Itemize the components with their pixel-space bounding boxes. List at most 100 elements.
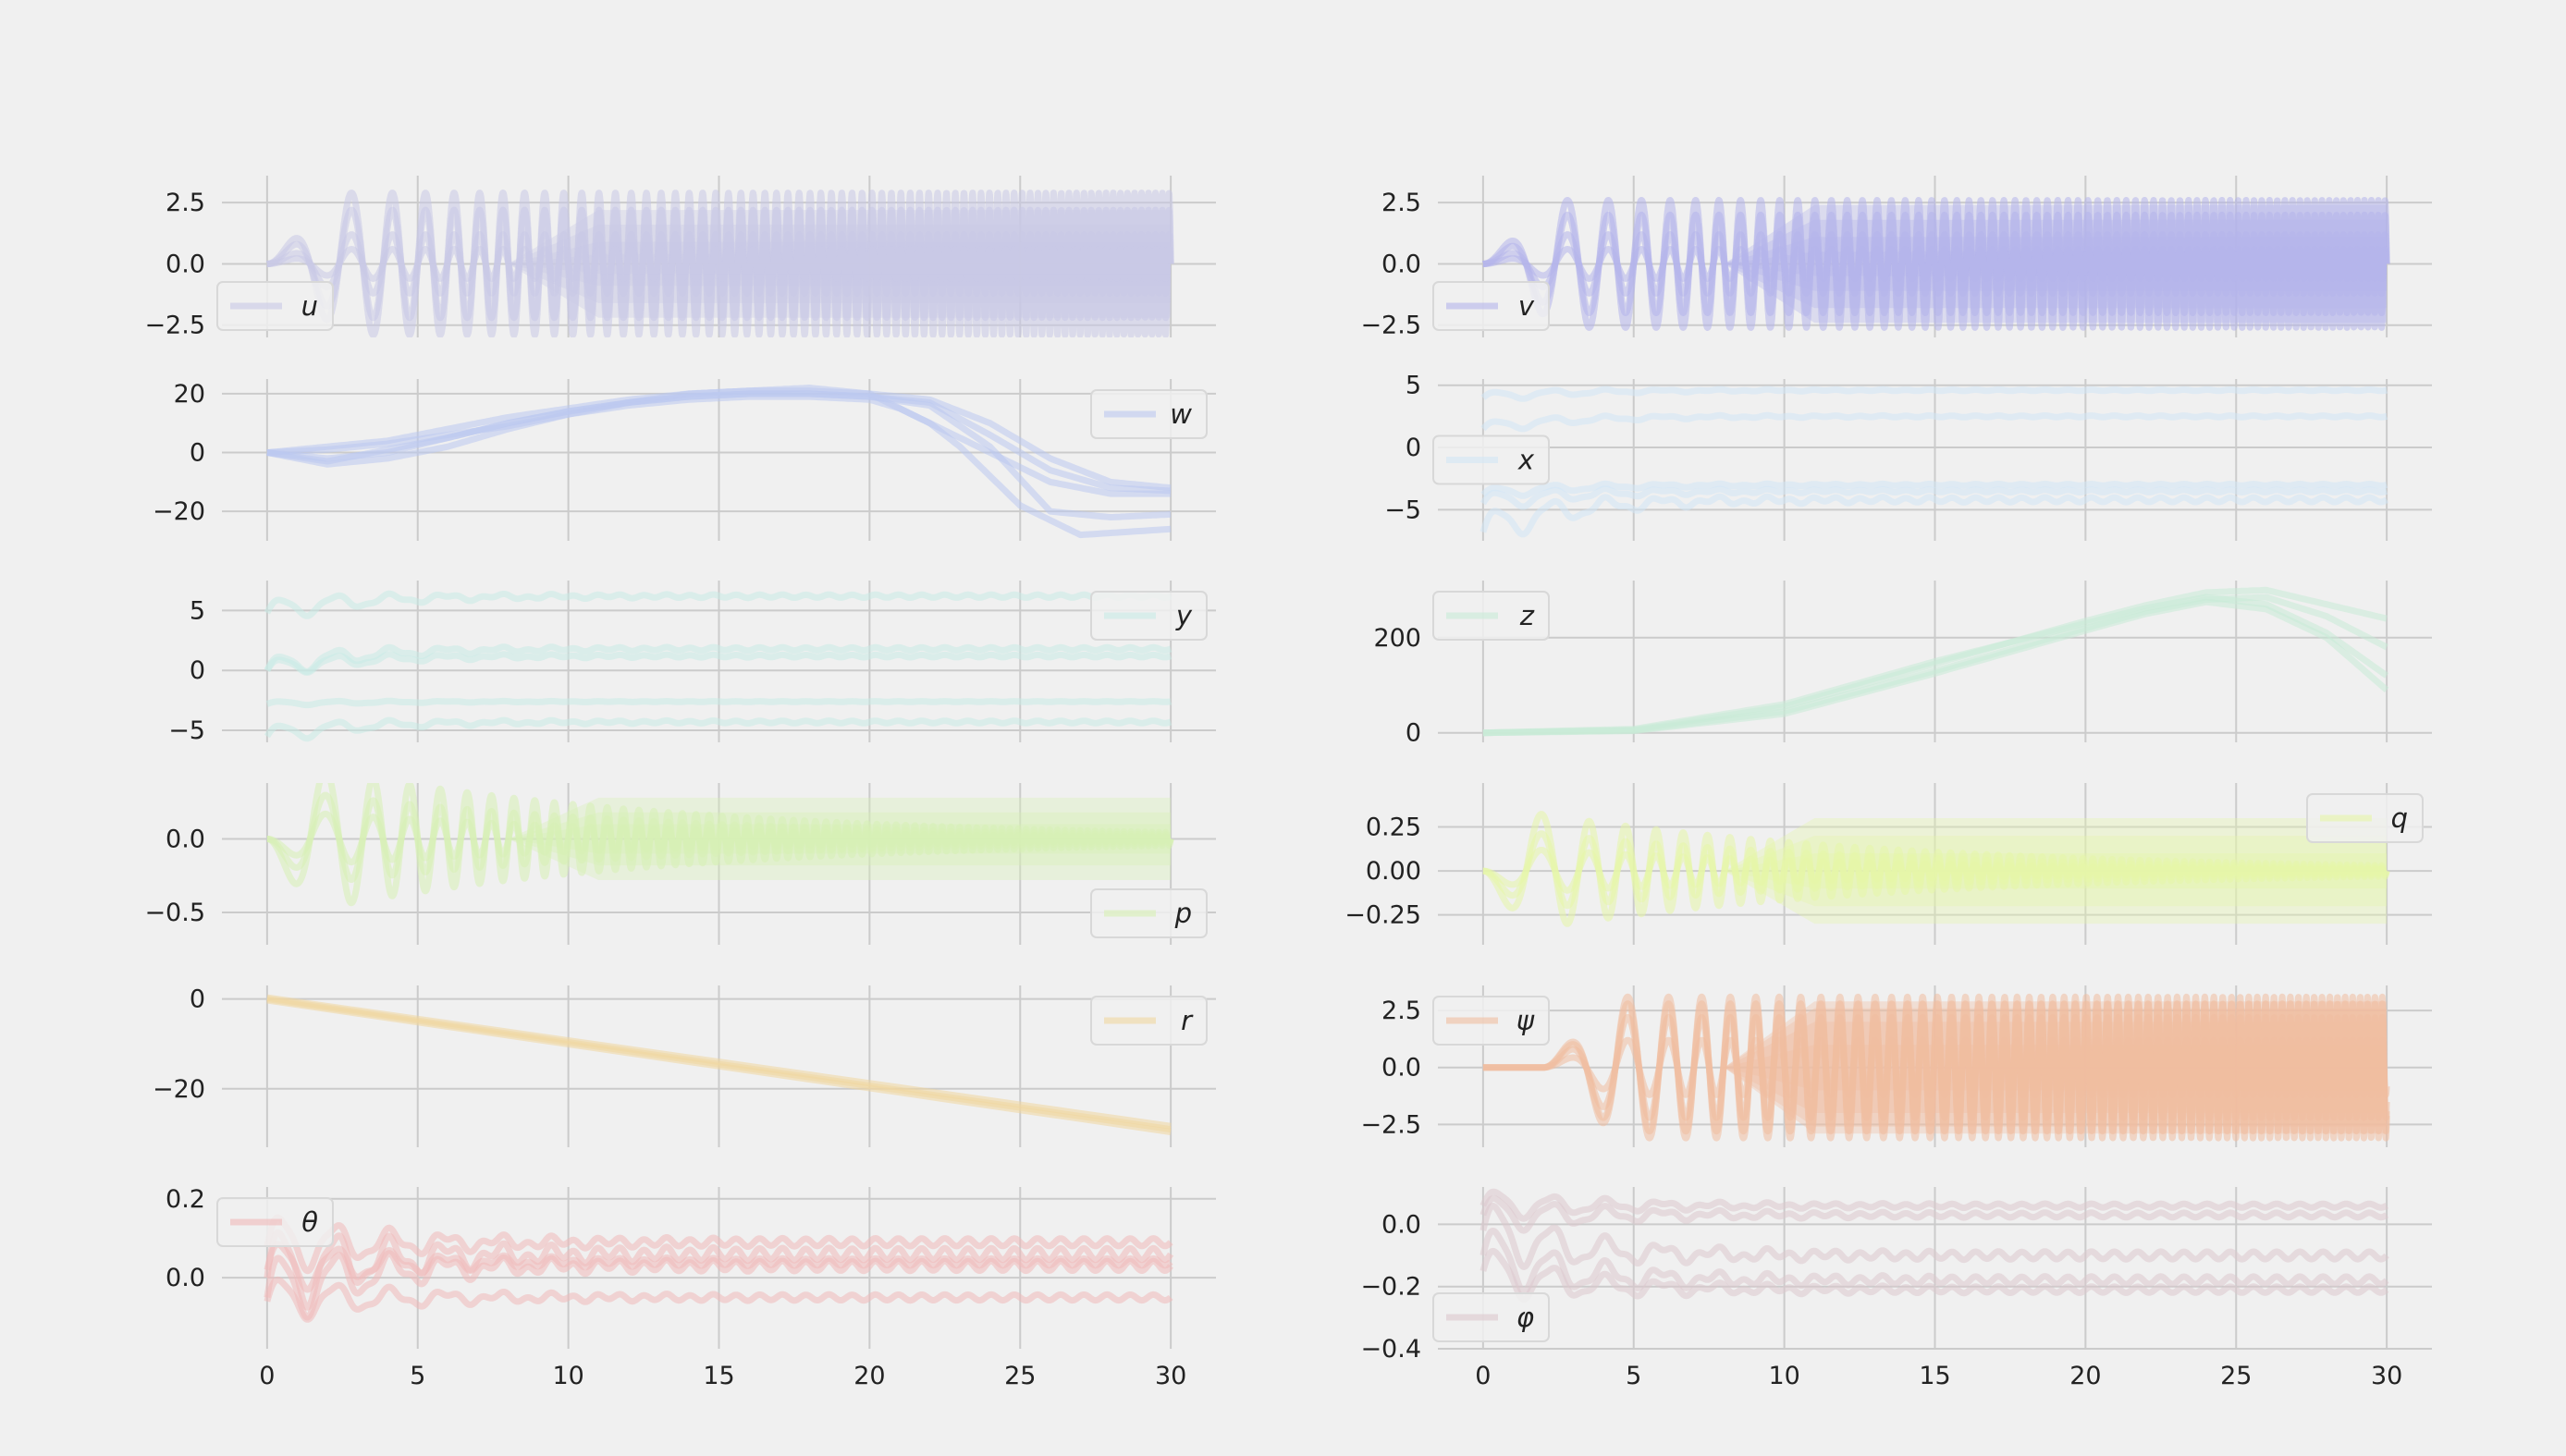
x-tick-label: 10 [552, 1362, 583, 1390]
y-tick-label: −20 [153, 1075, 205, 1104]
legend: v [1432, 281, 1550, 331]
series-line-2 [1479, 411, 2390, 433]
x-tick-label: 0 [259, 1362, 275, 1390]
y-tick-label: 0.0 [1381, 1054, 1421, 1083]
y-tick-label: 2.5 [1381, 189, 1421, 217]
y-tick-label: 2.5 [1381, 997, 1421, 1025]
series-group [1479, 993, 2390, 1142]
x-tick-label: 25 [1004, 1362, 1036, 1390]
legend: r [1090, 996, 1208, 1046]
subplot-12: 0.0 −0.2 −0.4 0 5 10 15 20 25 30 φ [1360, 1187, 2432, 1390]
subplot-4: 5 0 −5 x [1384, 372, 2432, 541]
x-tick-label: 30 [2371, 1362, 2402, 1390]
series-line-4 [1482, 598, 2389, 737]
legend-label: u [301, 290, 318, 322]
series-group [1479, 1188, 2390, 1303]
series-line-2 [264, 651, 1174, 676]
series-line-3 [1479, 485, 2390, 510]
series-line-4 [1479, 1036, 2390, 1098]
y-tick-label: 0.25 [1366, 814, 1421, 842]
subplot-8: 0.25 0.00 −0.25 q [1344, 783, 2432, 945]
series-line-4 [1479, 493, 2390, 538]
subplot-3: 20 0 −20 w [153, 379, 1216, 541]
legend: w [1090, 389, 1208, 439]
legend: ψ [1432, 996, 1550, 1046]
x-tick-label: 15 [1919, 1362, 1950, 1390]
y-tick-label: 0.00 [1366, 857, 1421, 886]
series-line-4 [264, 246, 1174, 282]
legend-label: φ [1516, 1302, 1534, 1333]
x-tick-label: 5 [1626, 1362, 1641, 1390]
series-line-5 [264, 716, 1174, 742]
y-tick-label: 0.2 [166, 1185, 205, 1214]
subplot-6: 200 0 z [1373, 581, 2432, 748]
y-tick-label: 0.0 [1381, 250, 1421, 278]
legend: φ [1432, 1292, 1550, 1342]
subplot-grid: 2.50.0−2.5u2.50.0−2.5v200−20w50−5x50−5y2… [144, 176, 2432, 1390]
y-tick-label: 0.0 [166, 825, 205, 853]
x-tick-label: 0 [1475, 1362, 1491, 1390]
series-line-1 [1479, 1188, 2390, 1222]
legend-label: θ [301, 1206, 318, 1238]
series-line-5 [1479, 1247, 2390, 1303]
y-tick-label: 0.0 [1381, 1210, 1421, 1239]
legend: z [1432, 591, 1550, 641]
legend: p [1090, 888, 1208, 938]
y-tick-label: 200 [1373, 624, 1421, 653]
y-tick-label: 0 [190, 656, 205, 685]
x-tick-label: 20 [2069, 1362, 2101, 1390]
legend: q [2306, 793, 2424, 843]
series-group [266, 994, 1172, 1135]
subplot-5: 5 0 −5 y [168, 581, 1216, 745]
legend-label: z [1519, 600, 1535, 631]
series-group [266, 385, 1172, 539]
y-tick-label: 5 [1406, 372, 1421, 400]
legend-label: w [1170, 398, 1192, 430]
x-tick-label: 30 [1155, 1362, 1186, 1390]
series-group [1479, 385, 2390, 538]
x-tick-label: 15 [703, 1362, 734, 1390]
y-tick-label: 2.5 [166, 189, 205, 217]
subplot-10: 2.5 0.0 −2.5 ψ [1360, 985, 2432, 1147]
y-tick-label: −2.5 [144, 312, 205, 340]
legend-label: ψ [1516, 1005, 1535, 1036]
series-group [264, 783, 1174, 907]
legend-label: x [1517, 445, 1535, 476]
series-group [264, 190, 1174, 337]
y-tick-label: 0 [1406, 434, 1421, 462]
legend-label: p [1174, 898, 1192, 929]
series-line-5 [1479, 480, 2390, 499]
subplot-7: 0.0 −0.5 p [144, 783, 1216, 945]
y-tick-label: 0.0 [166, 250, 205, 278]
y-tick-label: −0.4 [1360, 1335, 1421, 1364]
series-line-1 [264, 590, 1174, 619]
y-tick-label: 0 [1406, 719, 1421, 748]
subplot-11: 0.2 0.0 0 5 10 15 20 25 30 θ [166, 1185, 1216, 1390]
series-group [1479, 811, 2390, 927]
y-tick-label: 0 [190, 985, 205, 1014]
y-tick-label: −5 [168, 716, 205, 745]
subplot-2: 2.5 0.0 −2.5 v [1360, 176, 2432, 340]
y-tick-label: −20 [153, 497, 205, 526]
y-tick-label: 0.0 [166, 1264, 205, 1292]
series-line-4 [264, 697, 1174, 709]
y-tick-label: −0.25 [1344, 901, 1421, 930]
series-line-2 [1479, 1194, 2390, 1234]
series-group [264, 590, 1174, 742]
y-tick-label: 0 [190, 439, 205, 468]
x-tick-label: 10 [1768, 1362, 1799, 1390]
series-line-4 [1479, 1228, 2390, 1295]
legend: u [216, 281, 334, 331]
legend-label: v [1518, 290, 1535, 322]
legend-label: y [1175, 600, 1193, 631]
series-group [1482, 586, 2389, 737]
series-line-5 [266, 390, 1172, 520]
legend-label: q [2391, 802, 2408, 834]
series-line-4 [1479, 246, 2390, 282]
series-line-3 [1479, 847, 2390, 894]
series-line-3 [264, 810, 1174, 866]
legend: θ [216, 1197, 334, 1247]
series-line-3 [264, 643, 1174, 675]
subplot-9: 0 −20 r [153, 985, 1216, 1147]
